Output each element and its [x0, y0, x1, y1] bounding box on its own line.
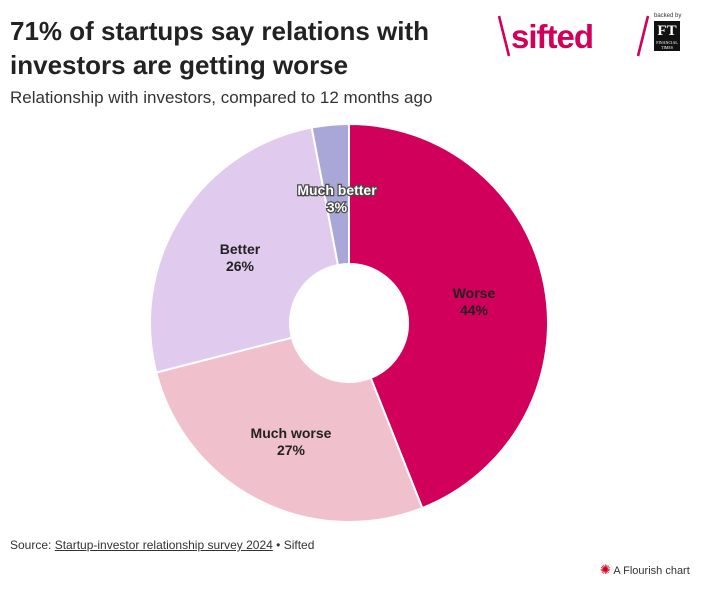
source-note: Source: Startup-investor relationship su…	[10, 538, 314, 552]
ft-logo: FT FINANCIAL TIMES	[654, 21, 680, 51]
slice-value-worse: 44%	[460, 302, 489, 318]
source-prefix: Source:	[10, 538, 55, 552]
slice-much-worse[interactable]	[155, 336, 424, 523]
flourish-credit-text: A Flourish chart	[613, 565, 690, 577]
source-suffix: • Sifted	[272, 538, 315, 552]
logo-brand-text: sifted	[511, 18, 594, 55]
slice-better[interactable]	[149, 126, 340, 374]
source-link[interactable]: Startup-investor relationship survey 202…	[54, 538, 273, 552]
slice-label-worse: Worse	[453, 285, 496, 301]
slice-value-much-better: 3%	[327, 199, 348, 215]
logo-slashes	[497, 15, 650, 57]
slice-value-better: 26%	[226, 258, 255, 274]
sifted-logo[interactable]: sifted backed by FT FINANCIAL TIMES	[497, 10, 697, 60]
ft-logo-text: FT	[657, 23, 677, 39]
flourish-burst-icon: ✺	[600, 562, 611, 577]
flourish-credit[interactable]: ✺ A Flourish chart	[600, 562, 690, 578]
slice-worse[interactable]	[348, 122, 549, 510]
slice-label-much-worse: Much worse	[251, 425, 332, 441]
slice-much-better[interactable]	[310, 122, 350, 267]
chart-title: 71% of startups say relations with inves…	[10, 16, 430, 80]
slice-value-much-worse: 27%	[277, 442, 306, 458]
ft-logo-subtext: FINANCIAL TIMES	[656, 40, 678, 50]
backed-by-text: backed by	[654, 13, 682, 19]
slice-label-much-better: Much better	[297, 182, 377, 198]
slice-label-better: Better	[220, 241, 261, 257]
chart-subtitle: Relationship with investors, compared to…	[10, 88, 433, 107]
